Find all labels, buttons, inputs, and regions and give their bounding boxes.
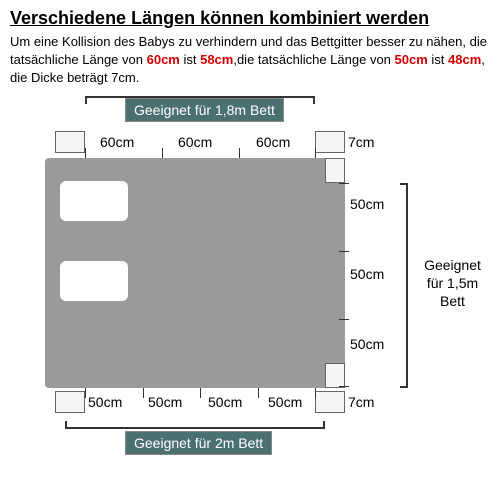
dim-top-1: 60cm <box>178 134 212 150</box>
label-right-1: Geeignet <box>415 256 490 274</box>
tick-b1 <box>85 388 86 398</box>
tick-r3 <box>339 319 349 320</box>
corner-tl <box>55 131 85 153</box>
dim-thick-top: 7cm <box>348 134 374 150</box>
sub-r3: 50cm <box>395 52 428 67</box>
dim-right-0: 50cm <box>350 196 384 212</box>
dim-right-2: 50cm <box>350 336 384 352</box>
tick-b5 <box>315 388 316 398</box>
label-top: Geeignet für 1,8m Bett <box>125 98 284 122</box>
label-bottom: Geeignet für 2m Bett <box>125 431 272 455</box>
label-right-2: für 1,5m <box>415 274 490 292</box>
tick-r4 <box>339 386 349 387</box>
dim-top-0: 60cm <box>100 134 134 150</box>
sub-p3: ,die tatsächliche Länge von <box>233 52 394 67</box>
dim-thick-bot: 7cm <box>348 394 374 410</box>
corner-tr <box>315 131 345 153</box>
bed-diagram: Geeignet für 1,8m Bett 60cm 60cm 60cm 7c… <box>10 96 490 496</box>
page-title: Verschiedene Längen können kombiniert we… <box>0 0 500 33</box>
sub-r4: 48cm <box>448 52 481 67</box>
dim-bot-3: 50cm <box>268 394 302 410</box>
corner-rt <box>325 158 345 183</box>
tick-t4 <box>315 148 316 158</box>
corner-bl <box>55 391 85 413</box>
sub-p2: ist <box>180 52 200 67</box>
tick-b4 <box>258 388 259 398</box>
dim-bot-1: 50cm <box>148 394 182 410</box>
label-right-3: Bett <box>415 292 490 310</box>
pillow-2 <box>60 261 128 301</box>
dim-right-1: 50cm <box>350 266 384 282</box>
subtitle: Um eine Kollision des Babys zu verhinder… <box>0 33 500 96</box>
dim-bot-0: 50cm <box>88 394 122 410</box>
tick-r2 <box>339 251 349 252</box>
tick-r1 <box>339 183 349 184</box>
label-right: Geeignet für 1,5m Bett <box>415 256 490 311</box>
corner-rb <box>325 363 345 388</box>
tick-t1 <box>85 148 86 158</box>
sub-p4: ist <box>428 52 448 67</box>
bracket-bottom <box>65 421 325 429</box>
sub-r2: 58cm <box>200 52 233 67</box>
pillow-1 <box>60 181 128 221</box>
tick-b3 <box>200 388 201 398</box>
sub-r1: 60cm <box>147 52 180 67</box>
dim-top-2: 60cm <box>256 134 290 150</box>
bracket-right <box>400 183 408 388</box>
tick-t3 <box>239 148 240 158</box>
tick-b2 <box>143 388 144 398</box>
corner-br <box>315 391 345 413</box>
dim-bot-2: 50cm <box>208 394 242 410</box>
tick-t2 <box>162 148 163 158</box>
